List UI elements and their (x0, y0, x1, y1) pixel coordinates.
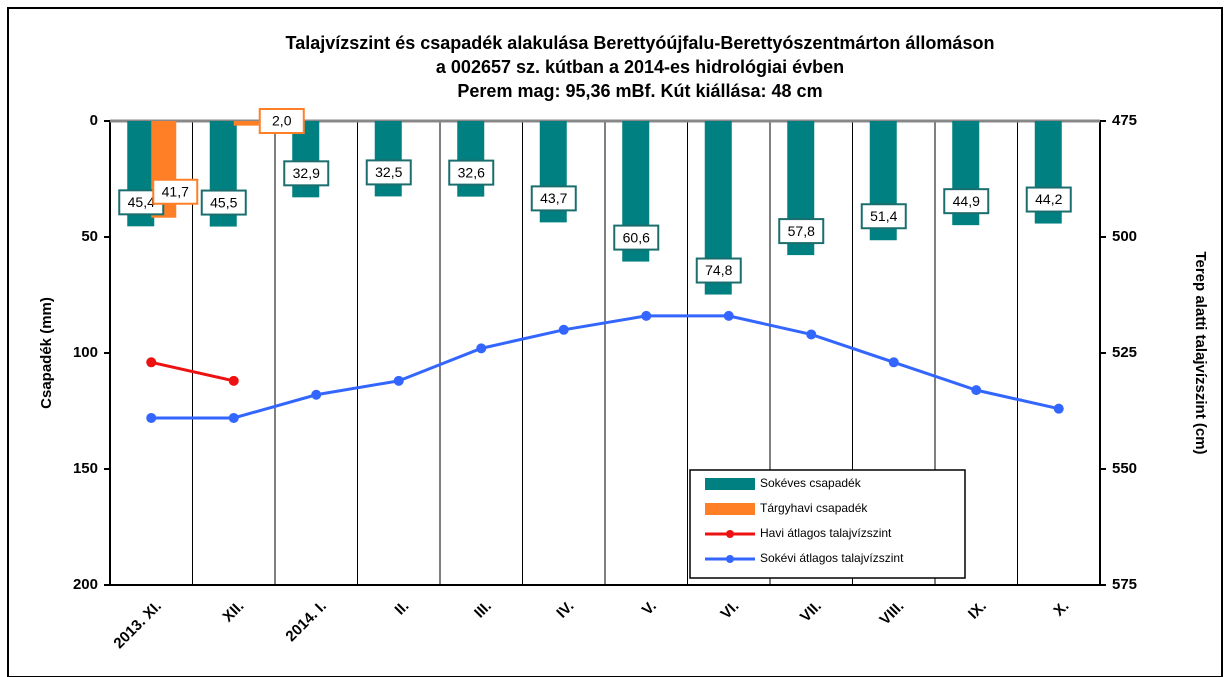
chart-title: Perem mag: 95,36 mBf. Kút kiállása: 48 c… (457, 81, 822, 101)
data-label-box (860, 203, 907, 230)
bar (233, 121, 259, 126)
data-label: 74,8 (695, 257, 742, 284)
point (146, 412, 157, 423)
data-label-text: 57,8 (788, 223, 815, 239)
legend-swatch (705, 503, 755, 515)
data-label: 32,5 (365, 159, 412, 186)
data-label: 32,6 (448, 159, 495, 186)
data-label-text: 45,5 (210, 194, 237, 210)
data-label-text: 51,4 (870, 208, 897, 224)
x-tick-label: IV. (553, 598, 577, 622)
x-tick-label: V. (639, 598, 660, 619)
legend: Sokéves csapadék Tárgyhavi csapadék Havi á… (689, 469, 966, 579)
data-label: 51,4 (860, 203, 907, 230)
data-label-text: 60,6 (623, 229, 650, 245)
data-label: 41,7 (152, 178, 199, 205)
x-tick-label: II. (392, 598, 413, 619)
data-label-box (200, 189, 247, 216)
data-label: 32,9 (283, 160, 330, 187)
point (228, 375, 239, 386)
data-label: 45,5 (200, 189, 247, 216)
data-label-text: 44,9 (953, 193, 980, 209)
x-tick-label: 2013. XI. (110, 598, 164, 652)
data-label-box (613, 224, 660, 251)
data-label-box (1025, 186, 1072, 213)
x-tick-label: VI. (717, 598, 742, 623)
point (476, 343, 487, 354)
data-label: 57,8 (778, 218, 825, 245)
data-label: 43,7 (530, 185, 577, 212)
x-tick-label: X. (1050, 598, 1072, 620)
legend-label: Sokéves csapadék (760, 476, 862, 490)
data-label-box (943, 188, 990, 215)
legend-swatch (705, 478, 755, 490)
point (311, 389, 322, 400)
point (806, 329, 817, 340)
y2-tick-label: 550 (1112, 460, 1137, 477)
data-label-text: 32,6 (458, 164, 485, 180)
data-label: 44,2 (1025, 186, 1072, 213)
point (641, 310, 652, 321)
data-label-box (365, 159, 412, 186)
data-label-text: 32,9 (293, 165, 320, 181)
data-label: 60,6 (613, 224, 660, 251)
data-label-box (530, 185, 577, 212)
chart-title: a 002657 sz. kútban a 2014-es hidrológia… (436, 57, 844, 77)
legend-label: Sokévi átlagos talajvízszint (760, 551, 904, 565)
data-label-box (283, 160, 330, 187)
chart-title: Talajvízszint és csapadék alakulása Bere… (286, 33, 995, 53)
y-tick-label: 200 (73, 576, 98, 593)
line (151, 314, 1060, 420)
point (558, 324, 569, 335)
data-label-text: 2,0 (272, 113, 292, 129)
data-label-text: 45,4 (128, 194, 155, 210)
y-axis-label: Csapadék (mm) (38, 297, 55, 409)
point (1053, 403, 1064, 414)
x-tick-label: III. (471, 598, 495, 622)
y2-tick-label: 500 (1112, 228, 1137, 245)
data-label: 2,0 (258, 108, 305, 134)
point (146, 357, 157, 368)
y2-axis-label: Terep alatti talajvízszint (cm) (1192, 251, 1209, 454)
y-tick-label: 0 (90, 112, 98, 129)
legend-swatch (726, 555, 734, 563)
line (150, 360, 235, 383)
y-tick-label: 100 (73, 344, 98, 361)
point (393, 375, 404, 386)
data-label-box (778, 218, 825, 245)
y2-tick-label: 475 (1112, 112, 1137, 129)
point (228, 412, 239, 423)
y2-tick-label: 575 (1112, 576, 1137, 593)
data-label-box (152, 178, 199, 205)
data-label-text: 44,2 (1035, 191, 1062, 207)
data-label: 44,9 (943, 188, 990, 215)
x-tick-label: 2014. I. (282, 598, 329, 645)
data-label-box (695, 257, 742, 284)
y-tick-label: 150 (73, 460, 98, 477)
data-label-box (448, 159, 495, 186)
point (723, 310, 734, 321)
y-tick-label: 50 (81, 228, 98, 245)
data-label-text: 41,7 (162, 183, 189, 199)
legend-label: Havi átlagos talajvízszint (760, 526, 892, 540)
data-label-box (258, 108, 305, 134)
x-tick-label: VII. (797, 598, 825, 626)
x-tick-label: VIII. (876, 598, 907, 629)
x-tick-label: XII. (219, 598, 247, 626)
legend-swatch (726, 530, 734, 538)
point (888, 357, 899, 368)
point (971, 385, 982, 396)
legend-label: Tárgyhavi csapadék (760, 501, 868, 515)
y2-tick-label: 525 (1112, 344, 1137, 361)
frame (7, 7, 1223, 677)
x-tick-label: IX. (965, 598, 990, 623)
data-label-text: 74,8 (705, 262, 732, 278)
data-label-text: 43,7 (540, 190, 567, 206)
data-label-text: 32,5 (375, 164, 402, 180)
